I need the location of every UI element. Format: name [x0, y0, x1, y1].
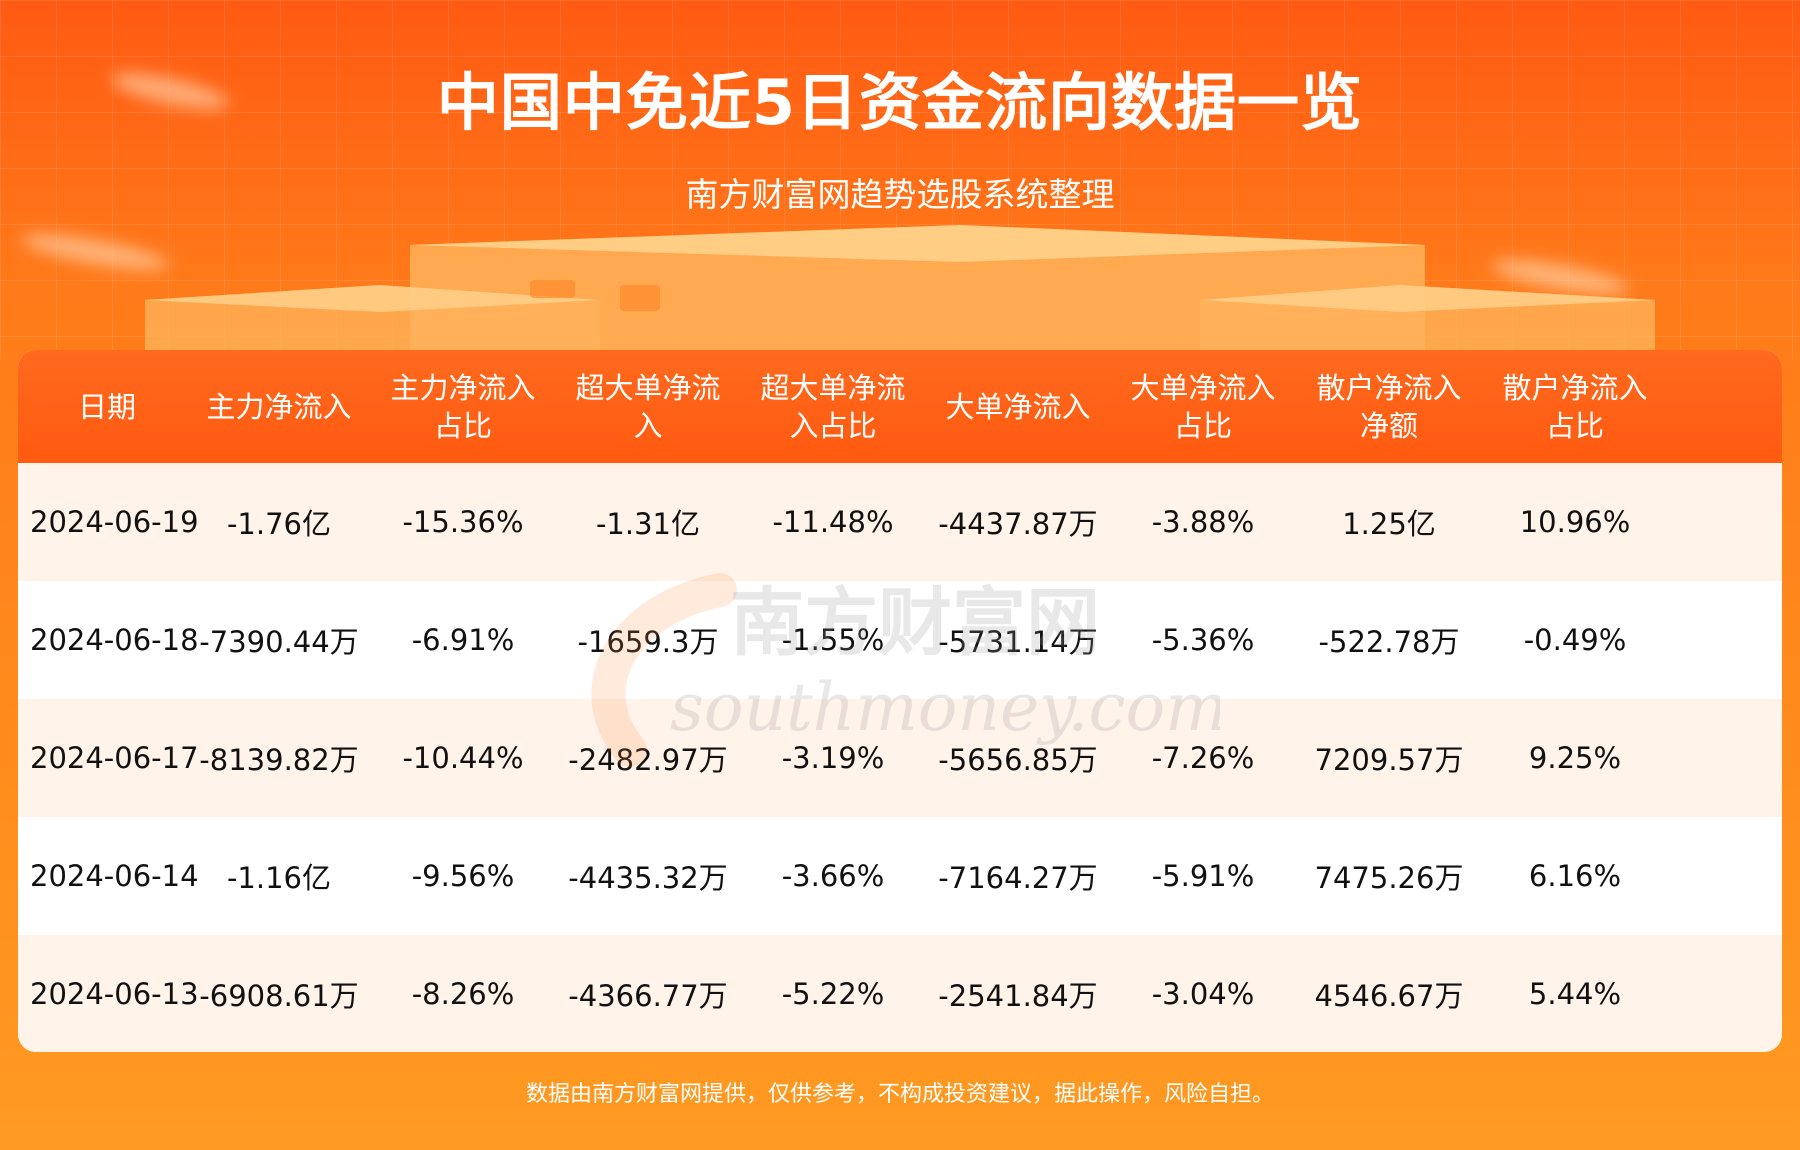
- cell-large: -5731.14万: [938, 625, 1098, 659]
- page-title: 中国中免近5日资金流向数据一览: [436, 66, 1364, 139]
- table-row: 2024-06-17 -8139.82万 -10.44% -2482.97万 -…: [18, 699, 1782, 817]
- cell-retail-amount: 7209.57万: [1314, 743, 1464, 777]
- cell-retail-ratio: 10.96%: [1519, 505, 1631, 539]
- header-large-net-inflow: 大单净流入: [945, 389, 1091, 424]
- header-main-net-inflow: 主力净流入: [206, 389, 352, 424]
- table-row: 2024-06-19 -1.76亿 -15.36% -1.31亿 -11.48%…: [18, 463, 1782, 581]
- cell-large-ratio: -3.88%: [1151, 505, 1255, 539]
- cell-date: 2024-06-17: [30, 741, 199, 775]
- cell-super-large: -4435.32万: [568, 861, 728, 895]
- header-retail-ratio: 散户净流入 占比: [1502, 370, 1648, 443]
- cell-super-large-ratio: -1.55%: [781, 623, 885, 657]
- cell-super-large: -1659.3万: [577, 625, 719, 659]
- cell-retail-ratio: -0.49%: [1523, 623, 1627, 657]
- footer-disclaimer: 数据由南方财富网提供，仅供参考，不构成投资建议，据此操作，风险自担。: [525, 1082, 1274, 1107]
- cell-large-ratio: -3.04%: [1151, 977, 1255, 1011]
- cell-retail-amount: 7475.26万: [1314, 861, 1464, 895]
- cell-large: -4437.87万: [938, 507, 1098, 541]
- cell-main-ratio: -6.91%: [411, 623, 515, 657]
- cell-super-large: -4366.77万: [568, 979, 728, 1013]
- cell-main-net-inflow: -6908.61万: [199, 979, 359, 1013]
- table-row: 2024-06-14 -1.16亿 -9.56% -4435.32万 -3.66…: [18, 817, 1782, 935]
- table-header: 日期 主力净流入 主力净流入 占比 超大单净流入 超大单净流 入占比 大单净流入 大…: [18, 350, 1782, 463]
- cell-super-large-ratio: -11.48%: [772, 505, 894, 539]
- cell-large: -7164.27万: [938, 861, 1098, 895]
- cell-retail-ratio: 6.16%: [1528, 859, 1622, 893]
- cell-main-net-inflow: -1.16亿: [226, 861, 332, 895]
- cell-super-large: -1.31亿: [595, 507, 701, 541]
- header-super-large-net-inflow: 超大单净流入: [575, 370, 721, 443]
- cell-super-large: -2482.97万: [568, 743, 728, 777]
- cell-super-large-ratio: -3.19%: [781, 741, 885, 775]
- header-main-net-inflow-ratio: 主力净流入 占比: [390, 370, 536, 443]
- cell-retail-amount: 4546.67万: [1314, 979, 1464, 1013]
- cell-main-ratio: -8.26%: [411, 977, 515, 1011]
- decorative-podium: [145, 225, 1655, 350]
- cell-large: -5656.85万: [938, 743, 1098, 777]
- cell-date: 2024-06-14: [30, 859, 199, 893]
- cell-main-ratio: -9.56%: [411, 859, 515, 893]
- cell-large-ratio: -7.26%: [1151, 741, 1255, 775]
- cell-date: 2024-06-19: [30, 505, 199, 539]
- header-super-large-ratio: 超大单净流 入占比: [760, 370, 906, 443]
- cell-super-large-ratio: -3.66%: [781, 859, 885, 893]
- table-row: 2024-06-13 -6908.61万 -8.26% -4366.77万 -5…: [18, 935, 1782, 1052]
- cell-main-ratio: -10.44%: [402, 741, 524, 775]
- cell-retail-amount: 1.25亿: [1342, 507, 1436, 541]
- cell-retail-ratio: 9.25%: [1528, 741, 1622, 775]
- table-row: 2024-06-18 -7390.44万 -6.91% -1659.3万 -1.…: [18, 581, 1782, 699]
- cell-main-net-inflow: -8139.82万: [199, 743, 359, 777]
- header-retail-net-amount: 散户净流入 净额: [1316, 370, 1462, 443]
- cell-large: -2541.84万: [938, 979, 1098, 1013]
- cell-large-ratio: -5.91%: [1151, 859, 1255, 893]
- cell-large-ratio: -5.36%: [1151, 623, 1255, 657]
- cell-main-net-inflow: -7390.44万: [199, 625, 359, 659]
- cell-main-ratio: -15.36%: [402, 505, 524, 539]
- header-date: 日期: [78, 389, 137, 424]
- cell-retail-amount: -522.78万: [1318, 625, 1460, 659]
- cell-super-large-ratio: -5.22%: [781, 977, 885, 1011]
- fund-flow-table: 日期 主力净流入 主力净流入 占比 超大单净流入 超大单净流 入占比 大单净流入 大…: [18, 350, 1782, 1052]
- cell-main-net-inflow: -1.76亿: [226, 507, 332, 541]
- page-subtitle: 南方财富网趋势选股系统整理: [685, 175, 1115, 214]
- header-large-net-inflow-ratio: 大单净流入 占比: [1130, 370, 1276, 443]
- cell-retail-ratio: 5.44%: [1528, 977, 1622, 1011]
- cell-date: 2024-06-18: [30, 623, 199, 657]
- cell-date: 2024-06-13: [30, 977, 199, 1011]
